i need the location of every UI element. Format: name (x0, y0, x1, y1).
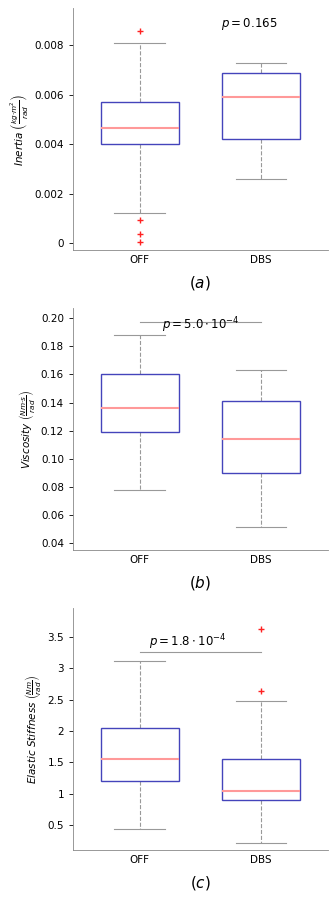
Y-axis label: $\it{Elastic\ Stiffness}$ $\left(\frac{Nm}{rad}\right)$: $\it{Elastic\ Stiffness}$ $\left(\frac{N… (23, 675, 43, 784)
X-axis label: $(b)$: $(b)$ (189, 573, 211, 591)
X-axis label: $(c)$: $(c)$ (190, 874, 211, 892)
Bar (101, 728, 178, 780)
Y-axis label: $\it{Viscosity}$ $\left(\frac{Nm{\cdot}s}{rad}\right)$: $\it{Viscosity}$ $\left(\frac{Nm{\cdot}s… (17, 390, 37, 469)
Bar (101, 103, 178, 144)
Text: $p = 5.0\cdot10^{-4}$: $p = 5.0\cdot10^{-4}$ (162, 316, 240, 335)
Text: $p = 0.165$: $p = 0.165$ (221, 15, 277, 32)
X-axis label: $(a)$: $(a)$ (190, 274, 211, 292)
Bar (222, 401, 300, 473)
Text: $p = 1.8\cdot10^{-4}$: $p = 1.8\cdot10^{-4}$ (150, 633, 227, 652)
Bar (101, 374, 178, 432)
Y-axis label: $\it{Inertia}$ $\left(\frac{kg{\cdot}m^2}{rad}\right)$: $\it{Inertia}$ $\left(\frac{kg{\cdot}m^2… (8, 94, 30, 166)
Bar (222, 759, 300, 800)
Bar (222, 73, 300, 140)
